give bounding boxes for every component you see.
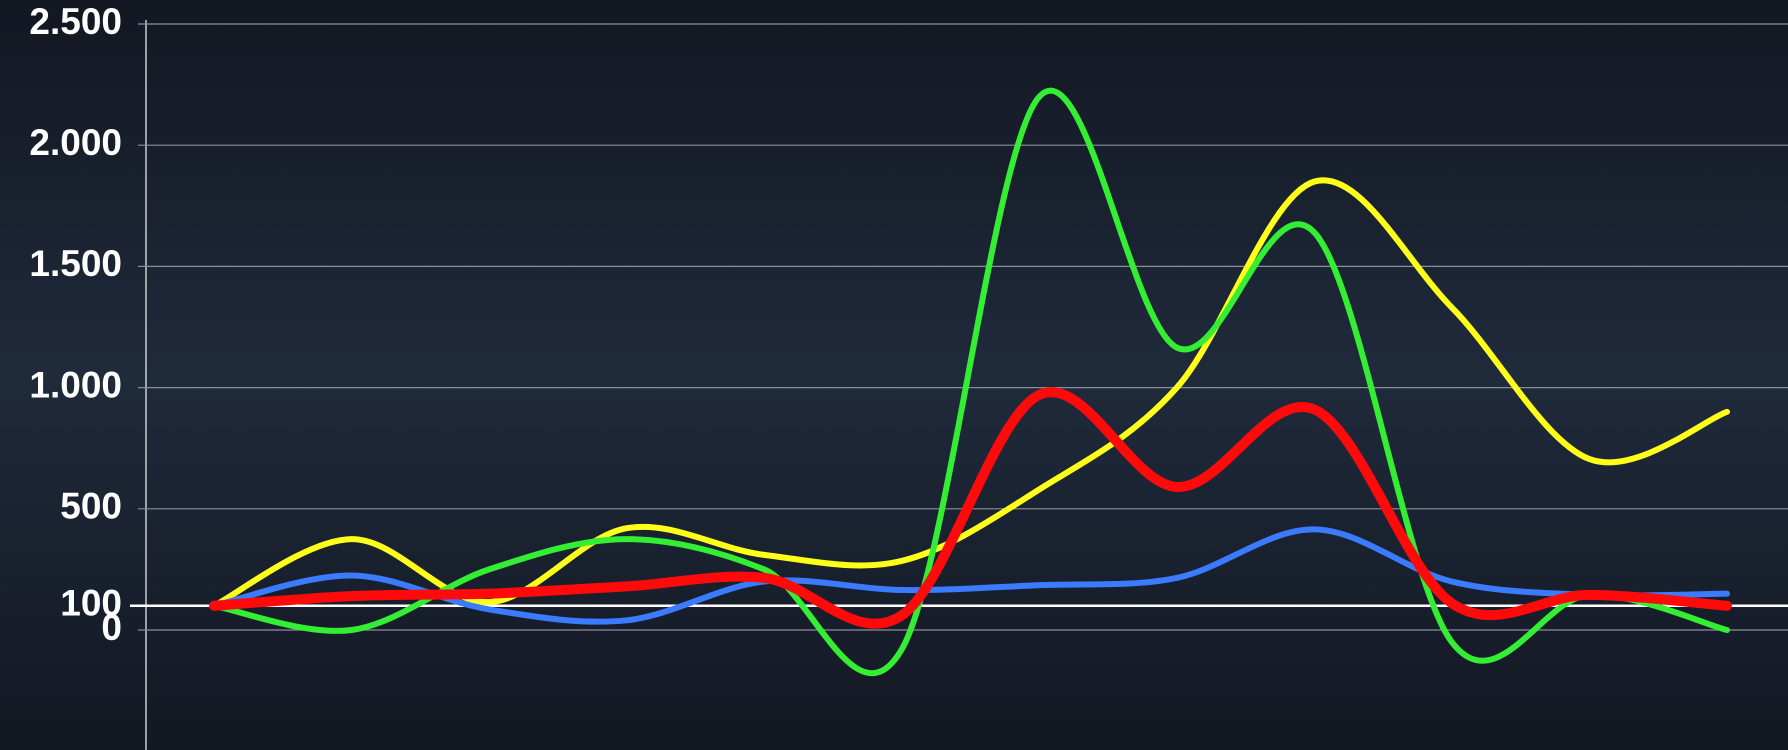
y-tick-label: 1.500 xyxy=(29,243,122,284)
line-series xyxy=(209,387,1732,629)
y-tick-label: 100 xyxy=(60,583,122,624)
y-tick-label: 2.000 xyxy=(29,122,122,163)
line-series xyxy=(211,177,1730,609)
y-tick-label: 500 xyxy=(60,486,122,527)
line-series xyxy=(211,526,1730,625)
y-tick-label: 1.000 xyxy=(29,364,122,405)
y-tick-label: 2.500 xyxy=(29,1,122,42)
y-tick-label: 0 xyxy=(101,607,122,648)
line-series xyxy=(211,87,1730,677)
